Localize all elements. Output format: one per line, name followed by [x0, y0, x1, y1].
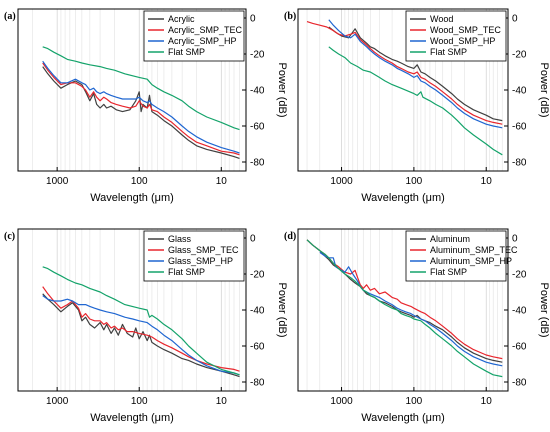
legend-entry: Wood_SMP_HP — [430, 36, 495, 46]
legend: AcrylicAcrylic_SMP_TECAcrylic_SMP_HPFlat… — [143, 10, 245, 62]
y-tick-label: -20 — [250, 50, 265, 61]
legend-entry: Wood — [430, 14, 453, 24]
x-axis-title: Wavelength (μm) — [90, 412, 174, 424]
y-axis-title: Power (dB) — [276, 282, 288, 337]
y-tick-label: -60 — [250, 122, 265, 133]
x-tick-label: 1000 — [46, 396, 69, 407]
series-line-2 — [42, 60, 240, 154]
x-tick-label: 100 — [406, 176, 423, 187]
legend-entry: Flat SMP — [430, 47, 467, 57]
legend-entry: Acrylic — [168, 14, 195, 24]
panel-label: (c) — [4, 231, 15, 242]
legend-entry: Flat SMP — [168, 47, 205, 57]
series-line-0 — [42, 66, 240, 159]
y-tick-label: 0 — [512, 234, 518, 245]
legend-entry: Aluminum — [430, 234, 470, 244]
series-line-3 — [328, 46, 503, 156]
series-line-0 — [42, 293, 240, 378]
legend-entry: Glass_SMP_TEC — [168, 245, 239, 255]
series-line-1 — [306, 239, 503, 360]
y-tick-label: -20 — [512, 270, 527, 281]
y-tick-label: -60 — [512, 342, 527, 353]
x-tick-label: 1000 — [46, 176, 69, 187]
legend-entry: Flat SMP — [168, 267, 205, 277]
x-axis-title: Wavelength (μm) — [361, 192, 445, 204]
series-line-0 — [328, 26, 503, 122]
legend-entry: Acrylic_SMP_HP — [168, 36, 237, 46]
y-tick-label: -60 — [512, 122, 527, 133]
legend-entry: Flat SMP — [430, 267, 467, 277]
x-tick-label: 1000 — [330, 176, 353, 187]
series-line-3 — [42, 46, 240, 131]
y-tick-label: -80 — [512, 158, 527, 169]
panel-label: (b) — [284, 11, 296, 22]
x-tick-label: 100 — [406, 396, 423, 407]
x-tick-label: 10 — [216, 396, 228, 407]
x-tick-label: 10 — [481, 396, 493, 407]
y-tick-label: -80 — [250, 378, 265, 389]
y-tick-label: 0 — [250, 234, 256, 245]
x-axis-title: Wavelength (μm) — [90, 192, 174, 204]
y-tick-label: -40 — [250, 306, 265, 317]
panel-label: (a) — [4, 11, 16, 22]
legend-entry: Aluminum_SMP_HP — [430, 256, 512, 266]
x-tick-label: 1000 — [330, 396, 353, 407]
series-line-2 — [328, 19, 503, 129]
y-axis-title: Power (dB) — [538, 62, 550, 117]
series-line-3 — [306, 239, 503, 378]
y-axis-title: Power (dB) — [538, 282, 550, 337]
y-tick-label: 0 — [512, 14, 518, 25]
y-tick-label: -40 — [250, 86, 265, 97]
legend: AluminumAluminum_SMP_TECAluminum_SMP_HPF… — [405, 230, 518, 282]
legend-entry: Wood_SMP_TEC — [430, 25, 501, 35]
series-line-1 — [42, 62, 240, 156]
x-axis-title: Wavelength (μm) — [361, 412, 445, 424]
x-tick-label: 10 — [216, 176, 228, 187]
y-tick-label: -20 — [512, 50, 527, 61]
y-tick-label: -40 — [512, 306, 527, 317]
y-axis-title: Power (dB) — [276, 62, 288, 117]
x-tick-label: 100 — [131, 396, 148, 407]
y-tick-label: 0 — [250, 14, 256, 25]
y-tick-label: -20 — [250, 270, 265, 281]
y-tick-label: -40 — [512, 86, 527, 97]
series-line-2 — [42, 295, 240, 376]
y-tick-label: -60 — [250, 342, 265, 353]
legend-entry: Acrylic_SMP_TEC — [168, 25, 243, 35]
series-line-3 — [42, 266, 240, 376]
legend-entry: Aluminum_SMP_TEC — [430, 245, 518, 255]
legend-entry: Glass_SMP_HP — [168, 256, 233, 266]
y-tick-label: -80 — [250, 158, 265, 169]
x-tick-label: 100 — [131, 176, 148, 187]
legend-entry: Glass — [168, 234, 192, 244]
series-line-1 — [306, 21, 503, 125]
y-tick-label: -80 — [512, 378, 527, 389]
series-line-2 — [319, 251, 503, 367]
x-tick-label: 10 — [481, 176, 493, 187]
panel-label: (d) — [284, 231, 296, 242]
series-line-1 — [42, 286, 240, 372]
